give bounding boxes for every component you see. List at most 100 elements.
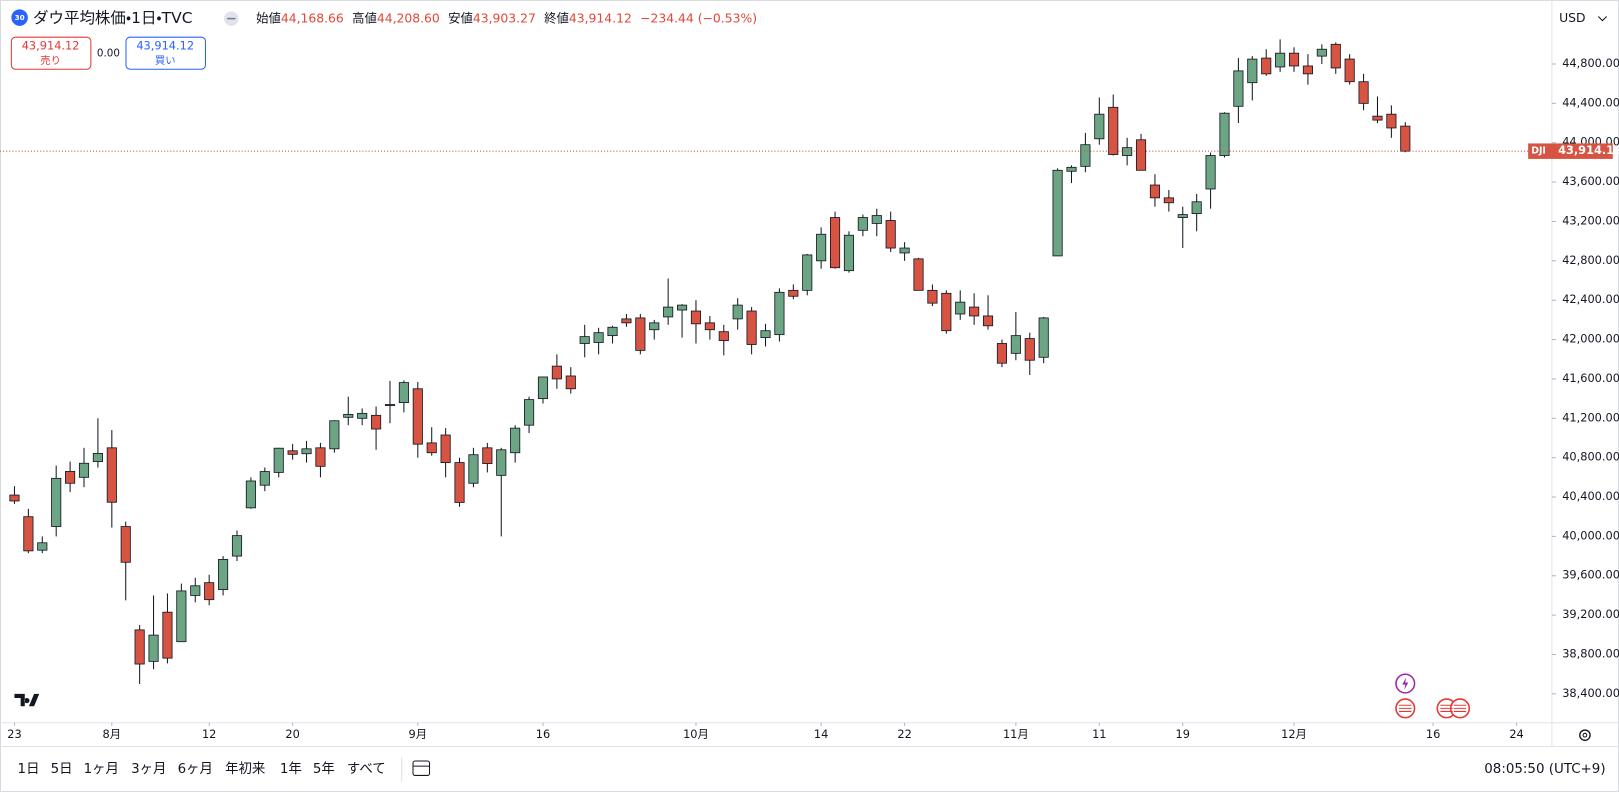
candle-body [871, 215, 882, 224]
candle-body [927, 289, 938, 304]
price-tag [1528, 143, 1613, 159]
ohlc-label: 高値 [352, 10, 377, 25]
candle-body [371, 414, 382, 430]
range-button[interactable]: 年初来 [225, 761, 265, 777]
candle-body [78, 462, 90, 478]
y-tick-label: 41,600.00 [1562, 371, 1619, 385]
candle-body [857, 217, 868, 231]
candle-body [315, 447, 326, 467]
candle-body [746, 310, 757, 345]
ohlc-value: 43,903.27 [473, 10, 536, 25]
candle-body [663, 306, 674, 318]
range-button[interactable]: 6ヶ月 [178, 762, 213, 777]
candle-body [1010, 335, 1021, 354]
candle-body [1316, 48, 1327, 57]
candle-body [1135, 139, 1147, 171]
buy-button[interactable] [125, 36, 206, 70]
settings-button[interactable] [1579, 729, 1591, 742]
candle-body [1330, 43, 1341, 69]
candle-body [412, 388, 423, 445]
candle-body [1233, 70, 1244, 107]
candle-body [788, 289, 799, 297]
candle-body [287, 450, 298, 455]
settings-icon [1582, 732, 1588, 738]
range-button[interactable]: 5年 [313, 761, 335, 777]
candle-body [802, 254, 813, 291]
chart-title[interactable]: ダウ平均株価・1日・TVC [33, 9, 192, 27]
y-tick-label: 43,200.00 [1562, 213, 1619, 227]
candle-body [969, 306, 980, 317]
ohlc-value: 44,168.66 [281, 10, 344, 25]
range-button[interactable]: すべて [347, 761, 386, 777]
price-tag-symbol: DJI [1531, 146, 1546, 157]
y-tick-label: 38,400.00 [1562, 686, 1619, 700]
candle-body [1275, 52, 1286, 68]
x-tick-label: 11月 [1003, 727, 1029, 741]
candle-body [204, 582, 215, 601]
currency: USD [1559, 10, 1585, 25]
candle-body [1024, 338, 1035, 361]
y-tick-label: 43,600.00 [1562, 174, 1619, 188]
candle-body [482, 447, 493, 464]
range-button[interactable]: 3ヶ月 [131, 762, 166, 777]
badge-text: 30 [15, 13, 25, 22]
logo[interactable] [14, 693, 40, 707]
x-tick-label: 11 [1092, 727, 1106, 741]
candle-body [1372, 115, 1383, 121]
x-tick-label: 22 [897, 727, 911, 741]
range-button[interactable]: 1ヶ月 [84, 762, 119, 777]
candle-body [92, 453, 103, 463]
price-tag-label: 43,914.12 [1558, 143, 1619, 157]
x-tick-label: 24 [1509, 727, 1523, 741]
candle-body [148, 634, 159, 662]
candle-body [1288, 52, 1300, 67]
range-button[interactable]: 1年 [280, 761, 302, 777]
candle-body [829, 217, 841, 269]
candle-body [913, 258, 924, 291]
y-tick-label: 42,400.00 [1562, 292, 1619, 306]
candle-body [1247, 58, 1258, 84]
calendar-icon [412, 760, 431, 776]
x-tick-label: 20 [285, 727, 299, 741]
candle-body [1038, 317, 1049, 358]
candle-body [579, 336, 590, 344]
candle-body [1344, 58, 1355, 83]
candle-body [1080, 144, 1091, 167]
ohlc-label: 安値 [448, 10, 473, 25]
ohlc-value: 44,208.60 [377, 10, 440, 25]
currency-button[interactable] [1552, 5, 1613, 33]
clock[interactable]: 08:05:50 (UTC+9) [1484, 762, 1605, 777]
candle-body [218, 559, 229, 590]
candle-body [537, 376, 549, 400]
candle-body [690, 310, 702, 325]
range-button[interactable]: 1日 [18, 762, 40, 777]
date-range-button[interactable] [412, 760, 431, 776]
y-tick-label: 39,200.00 [1562, 607, 1619, 621]
range-button[interactable]: 5日 [51, 762, 73, 777]
candle-body [1261, 57, 1272, 75]
candle-body [162, 611, 173, 659]
candle-body [1094, 113, 1105, 140]
candle-body [1177, 214, 1188, 218]
candle-body [1149, 184, 1161, 199]
candle-body [996, 343, 1008, 364]
symbol-badge [11, 9, 28, 26]
candle-body [635, 317, 646, 351]
candle-body [329, 420, 340, 450]
candle-body [982, 315, 994, 327]
x-tick-label: 19 [1176, 727, 1190, 741]
candle-body [704, 322, 715, 331]
x-tick-label: 8月 [103, 727, 122, 741]
candle-body [1302, 65, 1313, 75]
x-tick-label: 12 [202, 727, 216, 741]
ohlc-value: 43,914.12 [569, 10, 632, 25]
sell-button[interactable] [10, 36, 92, 70]
candle-body [398, 382, 409, 403]
candle-body [1066, 166, 1077, 172]
candle-body [718, 331, 729, 341]
candle-body [649, 322, 660, 331]
buy-price: 43,914.12 [136, 38, 194, 52]
x-tick-label: 14 [814, 727, 828, 741]
candle-body [65, 471, 76, 484]
